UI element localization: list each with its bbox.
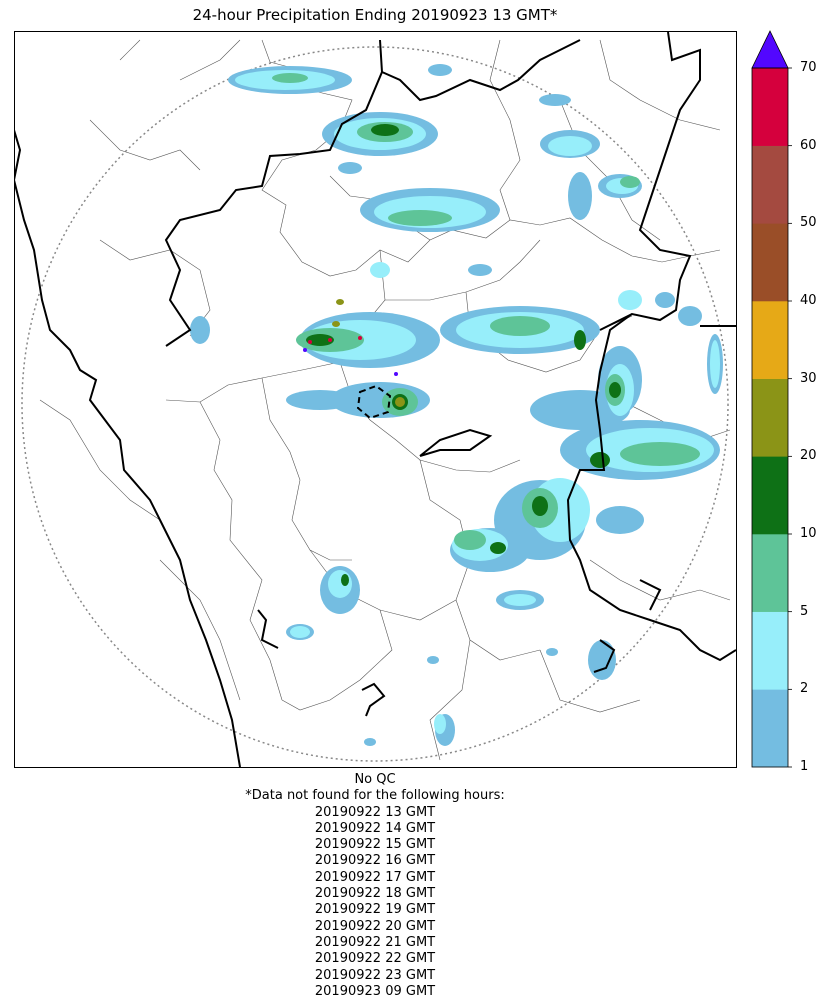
- radar-range-ring: [21, 46, 729, 762]
- missing-hour: 20190923 09 GMT: [314, 983, 436, 999]
- missing-hour: 20190922 17 GMT: [314, 869, 436, 885]
- colorbar-tick-label: 2: [800, 681, 809, 697]
- colorbar-tick-label: 40: [800, 293, 817, 308]
- missing-hour: 20190922 19 GMT: [314, 902, 436, 918]
- colorbar-bin: [752, 145, 788, 224]
- colorbar-tick-label: 50: [800, 215, 817, 231]
- colorbar-tick-label: 20: [800, 448, 817, 464]
- colorbar-bin: [752, 68, 788, 146]
- colorbar-tick-label: 1: [800, 759, 809, 774]
- colorbar-tick-label: 30: [800, 370, 817, 386]
- missing-hour: 20190922 22 GMT: [314, 951, 436, 967]
- missing-hour: 20190922 14 GMT: [314, 820, 436, 836]
- precip-40-70: [308, 336, 362, 344]
- colorbar-bin: [752, 611, 788, 690]
- missing-hour: 20190922 20 GMT: [314, 918, 436, 934]
- precip-20-40: [332, 299, 405, 407]
- colorbar-bin: [752, 534, 788, 612]
- colorbar-frame: [751, 67, 789, 768]
- colorbar-bin: [752, 223, 788, 302]
- colorbar-bin: [752, 456, 788, 535]
- precip-10-20: [306, 124, 621, 586]
- precip-over-70: [303, 348, 398, 376]
- state-boundaries: [15, 32, 736, 767]
- colorbar-tick-label: 10: [800, 526, 817, 541]
- colorbar-tick-label: 5: [800, 603, 809, 619]
- colorbar-bin: [752, 689, 788, 768]
- missing-hour: 20190922 16 GMT: [314, 853, 436, 869]
- missing-hour: 20190922 13 GMT: [314, 804, 436, 820]
- missing-hours-header: *Data not found for the following hours:: [245, 788, 505, 804]
- missing-hour: 20190922 23 GMT: [314, 967, 436, 983]
- colorbar-bin: [752, 301, 788, 379]
- colorbar-bin: [752, 378, 788, 457]
- colorbar-tick-label: 70: [800, 60, 817, 75]
- chart-title: 24-hour Precipitation Ending 20190923 13…: [192, 6, 558, 24]
- qc-note: No QC: [354, 772, 396, 787]
- colorbar: [751, 30, 792, 768]
- missing-hour: 20190922 21 GMT: [314, 934, 436, 950]
- missing-hour: 20190922 15 GMT: [314, 837, 436, 853]
- notes: No QC *Data not found for the following …: [14, 772, 736, 1000]
- colorbar-tick-label: 60: [800, 137, 817, 153]
- precip-5-10: [272, 73, 700, 550]
- colorbar-extend-arrow: [751, 30, 789, 69]
- missing-hour: 20190922 18 GMT: [314, 886, 436, 902]
